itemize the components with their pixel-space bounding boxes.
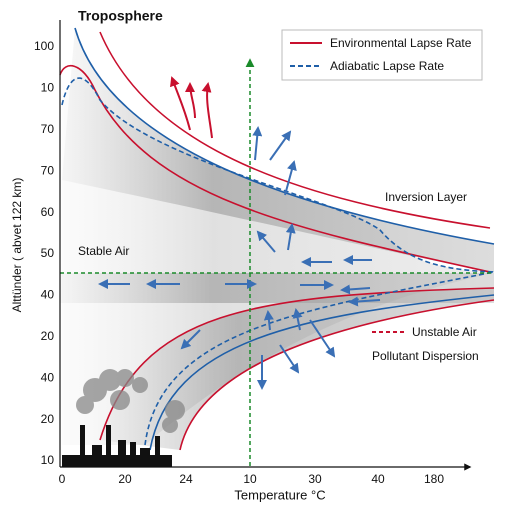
arrow <box>180 329 201 350</box>
arrow <box>309 319 336 358</box>
y-axis-label: Alttünder ( abvet 122 km) <box>10 178 24 313</box>
label: Unstable Air <box>412 325 477 339</box>
legend-label: Adiabatic Lapse Rate <box>330 59 444 73</box>
curve <box>144 271 495 446</box>
label: Inversion Layer <box>385 190 467 204</box>
arrow <box>285 223 296 251</box>
arrow <box>292 308 303 331</box>
y-tick-label: 20 <box>41 329 55 343</box>
curve <box>149 294 495 451</box>
legend <box>281 29 483 81</box>
shade <box>62 28 494 272</box>
arrow <box>201 82 213 139</box>
curve <box>179 299 495 451</box>
x-tick-label: 20 <box>118 472 132 486</box>
legend-label: Environmental Lapse Rate <box>330 36 472 50</box>
factory <box>62 425 172 467</box>
x-tick-label: 24 <box>179 472 193 486</box>
arrow <box>170 76 191 131</box>
curve <box>99 31 491 229</box>
curve <box>59 64 491 273</box>
arrow <box>256 230 276 253</box>
arrow <box>252 126 263 161</box>
y-tick-label: 10 <box>41 81 55 95</box>
y-tick-label: 70 <box>41 163 55 177</box>
x-tick-label: 30 <box>308 472 322 486</box>
stable-band <box>60 273 494 303</box>
y-tick-label: 20 <box>41 412 55 426</box>
x-tick-label: 0 <box>59 472 66 486</box>
arrow <box>340 284 371 295</box>
label: Stable Air <box>78 244 129 258</box>
x-axis-label: Temperature °C <box>234 487 325 502</box>
title: Troposphere <box>78 8 163 24</box>
x-tick-label: 40 <box>371 472 385 486</box>
arrow <box>348 296 381 307</box>
y-tick-label: 40 <box>41 288 55 302</box>
y-tick-label: 60 <box>41 205 55 219</box>
y-tick-label: 40 <box>41 370 55 384</box>
x-tick-label: 10 <box>243 472 257 486</box>
label: Pollutant Dispersion <box>372 349 479 363</box>
arrow <box>279 344 300 374</box>
arrow <box>269 130 292 161</box>
y-tick-label: 70 <box>41 122 55 136</box>
y-tick-label: 10 <box>41 453 55 467</box>
curve <box>61 77 495 273</box>
arrow <box>284 160 297 196</box>
shade <box>100 288 494 450</box>
arrow <box>185 82 196 119</box>
y-tick-label: 100 <box>34 39 54 53</box>
y-tick-label: 50 <box>41 246 55 260</box>
arrow <box>263 310 274 331</box>
x-tick-label: 180 <box>424 472 444 486</box>
smoke <box>76 369 185 433</box>
